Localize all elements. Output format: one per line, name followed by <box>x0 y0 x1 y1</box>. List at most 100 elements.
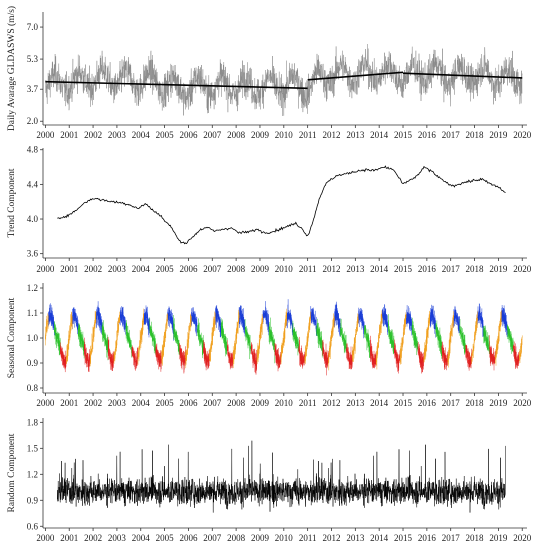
x-tick-label: 2017 <box>442 130 461 140</box>
y-tick-label: 0.9 <box>27 495 39 505</box>
x-tick-label: 2012 <box>322 398 340 408</box>
x-tick-label: 2015 <box>394 130 413 140</box>
x-tick-label: 2020 <box>513 264 532 274</box>
x-tick-label: 2001 <box>60 533 78 543</box>
x-tick-label: 2005 <box>156 398 175 408</box>
y-tick-label: 3.7 <box>27 84 39 94</box>
x-tick-label: 2019 <box>489 533 508 543</box>
x-tick-label: 2007 <box>203 398 222 408</box>
x-tick-label: 2006 <box>179 398 198 408</box>
panel-daily-wind-speed: 2.0 3.7 5.3 7.0 2000 2001 2002 2003 2004 2005 2006… <box>6 6 532 140</box>
y-tick-label: 0.9 <box>27 358 39 368</box>
x-tick-label: 2015 <box>394 264 413 274</box>
random-series-line <box>57 440 506 513</box>
y-tick-label: 3.6 <box>27 249 39 259</box>
panel-random-component: 0.6 0.9 1.2 1.5 1.8 2000 2001 2002 2003 2004 2005 2… <box>7 417 532 543</box>
x-tick-label: 2014 <box>370 264 389 274</box>
x-tick-label: 2007 <box>203 264 222 274</box>
x-tick-label: 2008 <box>227 533 246 543</box>
x-tick-label: 2016 <box>418 130 437 140</box>
y-tick-label: 5.3 <box>27 54 39 64</box>
x-tick-label: 2004 <box>132 533 151 543</box>
panel-trend-component: 3.6 4.0 4.4 4.8 2000 2001 2002 2003 2004 2005 2006… <box>7 145 532 274</box>
x-tick-label: 2001 <box>60 130 78 140</box>
x-tick-label: 2004 <box>132 130 151 140</box>
x-tick-label: 2013 <box>346 130 365 140</box>
x-tick-label: 2006 <box>179 533 198 543</box>
x-tick-label: 2009 <box>251 264 270 274</box>
x-tick-label: 2018 <box>466 130 485 140</box>
x-tick-label: 2010 <box>275 398 294 408</box>
x-tick-label: 2002 <box>84 130 102 140</box>
x-tick-label: 2017 <box>442 398 461 408</box>
x-tick-label: 2001 <box>60 398 78 408</box>
panel-seasonal-component: 0.8 0.9 1.0 1.1 1.2 2000 2001 2002 2003 2004 2005 2… <box>7 283 532 408</box>
x-tick-label: 2007 <box>203 533 222 543</box>
x-tick-label: 2000 <box>36 264 55 274</box>
y-tick-label: 1.5 <box>27 443 39 453</box>
trend-segment-1 <box>45 80 308 90</box>
x-tick-label: 2000 <box>36 130 55 140</box>
x-tick-label: 2000 <box>36 533 55 543</box>
y-tick-label: 0.6 <box>27 521 39 531</box>
x-tick-label: 2014 <box>370 130 389 140</box>
x-tick-label: 2004 <box>132 398 151 408</box>
x-tick-label: 2012 <box>322 533 340 543</box>
y-tick-label: 1.8 <box>27 417 39 427</box>
x-tick-label: 2009 <box>251 533 270 543</box>
x-tick-label: 2018 <box>466 533 485 543</box>
x-tick-label: 2017 <box>442 533 461 543</box>
x-tick-label: 2016 <box>418 264 437 274</box>
y-tick-label: 7.0 <box>27 22 39 32</box>
x-tick-label: 2020 <box>513 130 532 140</box>
x-tick-label: 2003 <box>108 533 127 543</box>
x-tick-label: 2015 <box>394 398 413 408</box>
y-axis-title: Random Component <box>7 433 17 512</box>
x-tick-label: 2012 <box>322 130 340 140</box>
x-tick-label: 2007 <box>203 130 222 140</box>
x-tick-label: 2008 <box>227 398 246 408</box>
x-tick-label: 2011 <box>299 264 317 274</box>
x-tick-label: 2009 <box>251 130 270 140</box>
y-tick-label: 0.8 <box>27 383 39 393</box>
x-tick-label: 2018 <box>466 398 485 408</box>
x-tick-label: 2011 <box>299 130 317 140</box>
x-tick-label: 2005 <box>156 130 175 140</box>
y-tick-label: 1.1 <box>27 308 38 318</box>
y-tick-label: 1.0 <box>27 333 39 343</box>
y-tick-label: 1.2 <box>27 283 38 293</box>
x-tick-label: 2013 <box>346 264 365 274</box>
y-axis-title: Trend Component <box>7 168 17 237</box>
y-tick-label: 1.2 <box>27 469 38 479</box>
x-tick-label: 2019 <box>489 130 508 140</box>
x-tick-label: 2018 <box>466 264 485 274</box>
x-tick-label: 2003 <box>108 130 127 140</box>
x-tick-label: 2012 <box>322 264 340 274</box>
x-tick-label: 2006 <box>179 130 198 140</box>
x-tick-label: 2020 <box>513 533 532 543</box>
x-tick-label: 2013 <box>346 398 365 408</box>
x-tick-label: 2010 <box>275 533 294 543</box>
y-axis-title: Seasonal Component <box>7 297 17 378</box>
x-tick-label: 2003 <box>108 398 127 408</box>
x-tick-label: 2002 <box>84 264 102 274</box>
x-tick-label: 2011 <box>299 398 317 408</box>
x-tick-label: 2005 <box>156 264 175 274</box>
x-tick-label: 2019 <box>489 264 508 274</box>
y-axis-title: Daily Avarage GLDASWS (m/s) <box>6 6 17 131</box>
y-tick-label: 2.0 <box>27 116 39 126</box>
y-tick-label: 4.8 <box>27 145 39 155</box>
x-tick-label: 2016 <box>418 398 437 408</box>
season-band-3 <box>60 335 520 376</box>
x-tick-label: 2005 <box>156 533 175 543</box>
season-band-4 <box>45 308 523 371</box>
x-tick-label: 2003 <box>108 264 127 274</box>
x-tick-label: 2013 <box>346 533 365 543</box>
x-tick-label: 2017 <box>442 264 461 274</box>
y-tick-label: 4.0 <box>27 214 39 224</box>
trend-segment-3 <box>402 72 523 79</box>
trend-line <box>57 165 506 245</box>
x-tick-label: 2001 <box>60 264 78 274</box>
x-tick-label: 2009 <box>251 398 270 408</box>
x-tick-label: 2011 <box>299 533 317 543</box>
